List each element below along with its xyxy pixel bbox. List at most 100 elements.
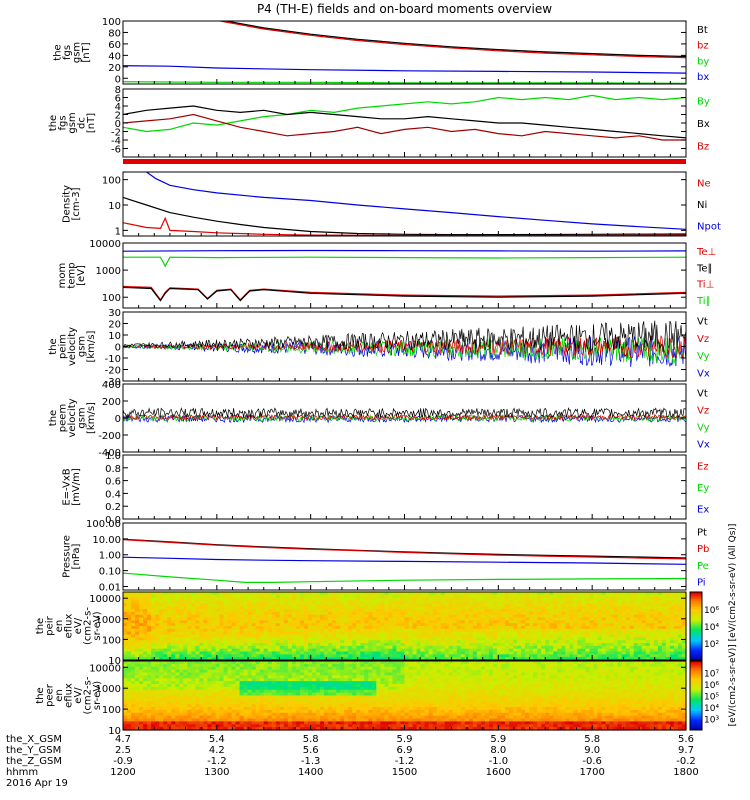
heatmap-cell: [127, 634, 132, 638]
colorbar-cell: [690, 614, 702, 617]
heatmap-cell: [517, 628, 522, 633]
heatmap-cell: [171, 628, 176, 633]
heatmap-cell: [243, 669, 249, 674]
heatmap-cell: [171, 718, 176, 722]
heatmap-cell: [533, 600, 538, 604]
heatmap-cell: [505, 631, 510, 636]
heatmap-cell: [320, 592, 325, 596]
heatmap-cell: [271, 654, 277, 658]
heatmap-cell: [412, 640, 418, 644]
heatmap-cell: [424, 651, 430, 655]
heatmap-cell: [376, 643, 381, 647]
heatmap-cell: [380, 626, 385, 630]
heatmap-cell: [239, 704, 245, 708]
series-Pi: [123, 556, 686, 565]
heatmap-cell: [203, 645, 209, 650]
heatmap-cell: [424, 620, 430, 624]
heatmap-cell: [147, 640, 152, 644]
heatmap-cell: [316, 634, 321, 638]
heatmap-cell: [271, 620, 277, 624]
heatmap-cell: [681, 626, 687, 630]
heatmap-cell: [267, 704, 273, 708]
heatmap-cell: [633, 623, 639, 627]
heatmap-cell: [661, 634, 667, 638]
heatmap-cell: [432, 628, 438, 633]
heatmap-cell: [412, 654, 418, 658]
y-tick-label: 0.2: [105, 502, 121, 513]
heatmap-cell: [239, 637, 245, 641]
heatmap-cell: [143, 712, 148, 717]
heatmap-cell: [352, 631, 357, 636]
heatmap-cell: [155, 727, 160, 731]
heatmap-cell: [231, 640, 237, 644]
heatmap-cell: [283, 648, 289, 653]
heatmap-cell: [295, 597, 301, 602]
heatmap-cell: [279, 707, 285, 711]
heatmap-cell: [271, 692, 277, 697]
heatmap-cell: [605, 606, 611, 610]
heatmap-cell: [235, 721, 241, 725]
heatmap-cell: [673, 640, 679, 644]
heatmap-cell: [199, 620, 205, 624]
heatmap-cell: [155, 672, 160, 676]
heatmap-cell: [593, 651, 599, 655]
heatmap-cell: [553, 626, 558, 630]
heatmap-cell: [396, 600, 402, 604]
heatmap-cell: [127, 681, 132, 685]
heatmap-cell: [609, 631, 615, 636]
heatmap-cell: [271, 617, 277, 621]
heatmap-cell: [171, 698, 176, 702]
colorbar-cell: [690, 615, 702, 618]
heatmap-cell: [147, 637, 152, 641]
heatmap-cell: [324, 637, 329, 641]
heatmap-cell: [320, 614, 325, 619]
heatmap-cell: [283, 686, 289, 691]
heatmap-cell: [211, 609, 217, 613]
heatmap-cell: [625, 640, 631, 644]
heatmap-cell: [368, 634, 373, 638]
heatmap-cell: [183, 634, 188, 638]
colorbar-cell: [690, 595, 702, 598]
heatmap-cell: [653, 643, 659, 647]
heatmap-cell: [167, 707, 172, 711]
heatmap-cell: [163, 640, 168, 644]
heatmap-cell: [392, 643, 398, 647]
heatmap-cell: [597, 597, 603, 602]
heatmap-cell: [207, 686, 213, 691]
heatmap-cell: [291, 597, 297, 602]
heatmap-cell: [577, 606, 583, 610]
heatmap-cell: [143, 701, 148, 705]
heatmap-cell: [247, 654, 253, 658]
heatmap-cell: [404, 606, 410, 610]
heatmap-cell: [549, 611, 554, 616]
heatmap-cell: [408, 637, 414, 641]
heatmap-cell: [501, 594, 506, 599]
heatmap-cell: [368, 626, 373, 630]
heatmap-cell: [344, 617, 349, 621]
heatmap-cell: [131, 704, 136, 708]
heatmap-cell: [633, 637, 639, 641]
heatmap-cell: [123, 692, 128, 697]
heatmap-cell: [279, 611, 285, 616]
heatmap-cell: [436, 611, 442, 616]
heatmap-cell: [505, 609, 510, 613]
heatmap-cell: [332, 645, 337, 650]
heatmap-cell: [496, 603, 502, 607]
heatmap-cell: [573, 634, 579, 638]
heatmap-cell: [681, 597, 687, 602]
heatmap-cell: [388, 594, 394, 599]
heatmap-cell: [649, 603, 655, 607]
heatmap-cell: [259, 678, 265, 682]
heatmap-cell: [199, 594, 205, 599]
heatmap-cell: [151, 592, 156, 596]
heatmap-cell: [147, 666, 152, 671]
heatmap-cell: [187, 597, 192, 602]
heatmap-cell: [396, 594, 402, 599]
heatmap-cell: [215, 666, 221, 671]
heatmap-cell: [316, 648, 321, 653]
heatmap-cell: [179, 597, 184, 602]
heatmap-cell: [235, 657, 241, 661]
heatmap-cell: [452, 640, 458, 644]
heatmap-cell: [263, 648, 269, 653]
heatmap-cell: [501, 592, 506, 596]
